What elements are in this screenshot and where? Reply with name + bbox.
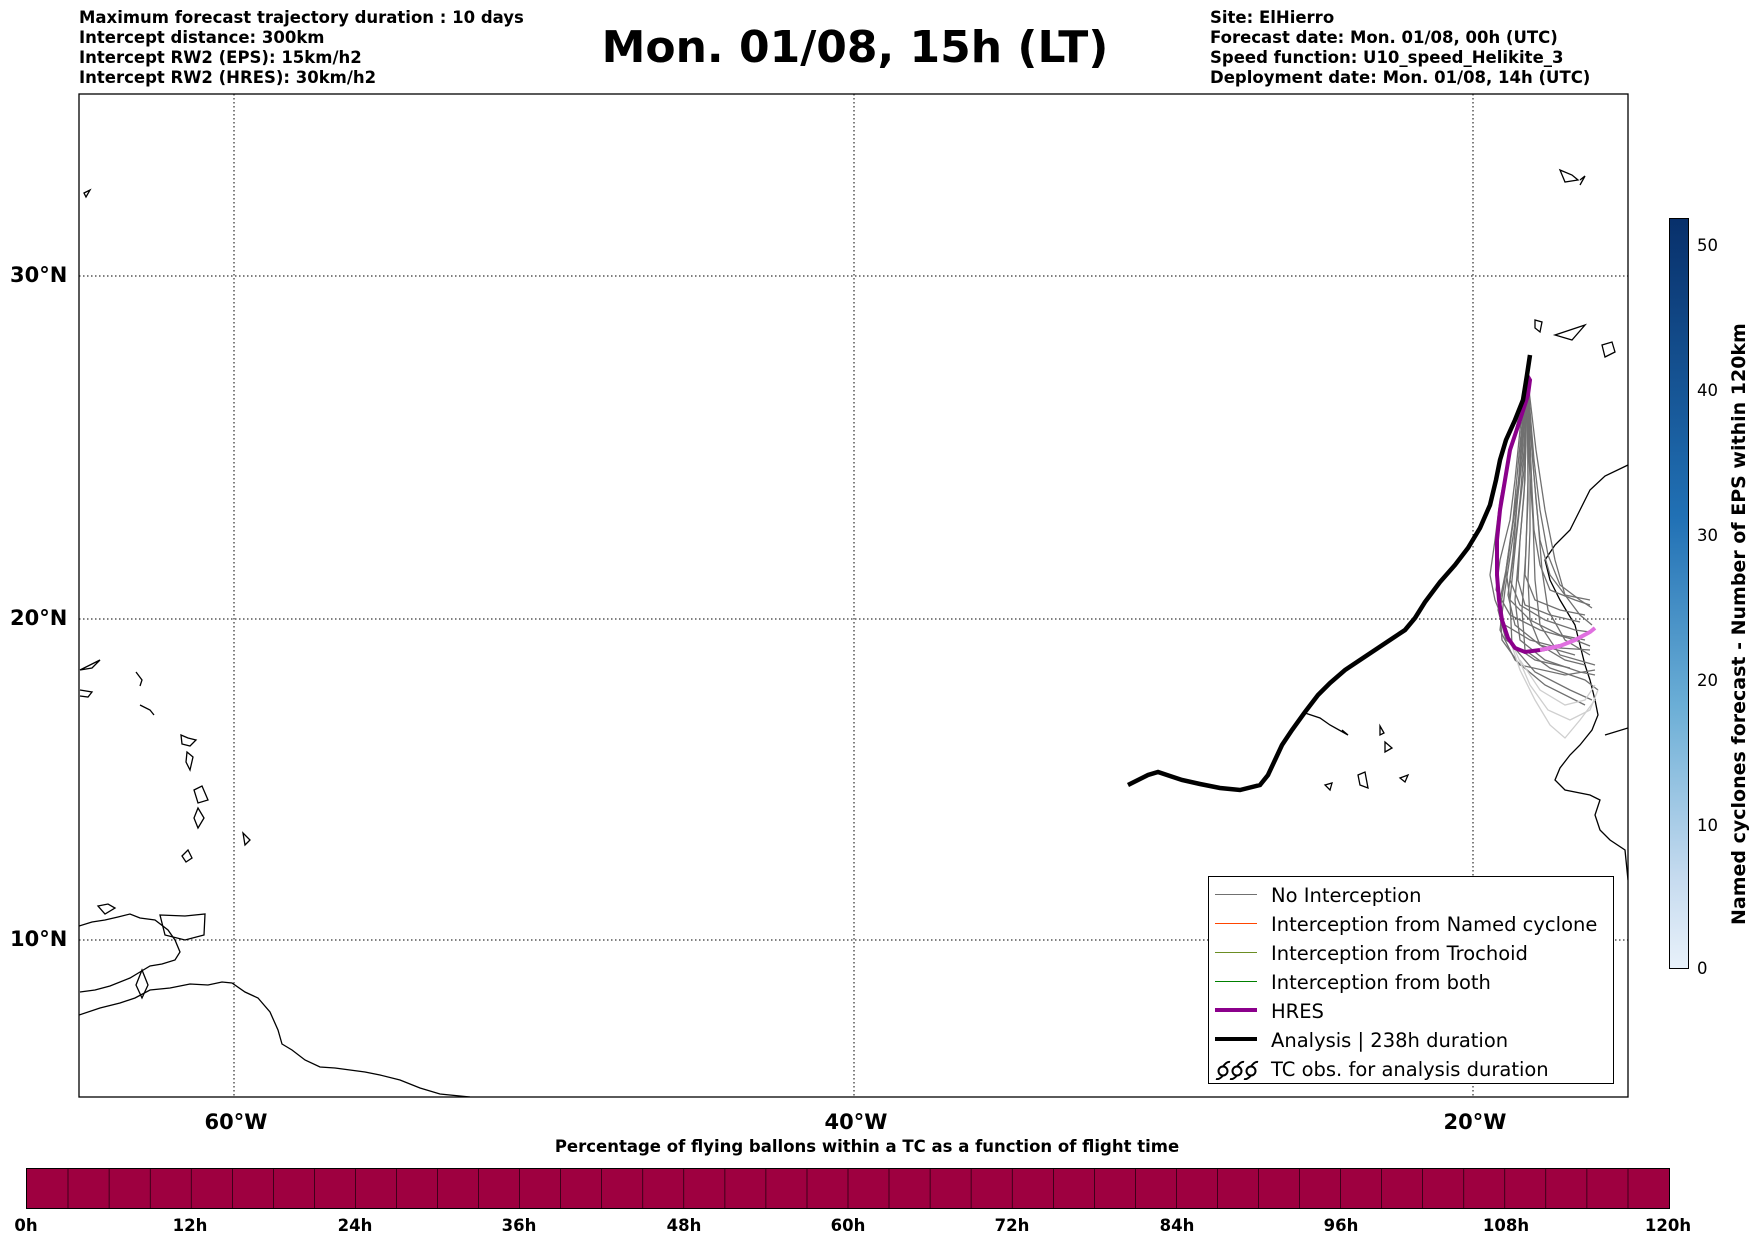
legend-item-named-cyclone: Interception from Named cyclone [1209, 910, 1613, 938]
legend-label: Interception from Named cyclone [1271, 913, 1598, 936]
info-deployment-date: Deployment date: Mon. 01/08, 14h (UTC) [1210, 68, 1591, 87]
vcolorbar-label: Named cyclones forecast - Number of EPS … [1728, 323, 1750, 925]
info-intercept-eps: Intercept RW2 (EPS): 15km/h2 [79, 48, 362, 67]
legend-swatch [1215, 981, 1257, 982]
colorbar-tick: 120h [1644, 1216, 1692, 1235]
lat-label-10n: 10°N [10, 927, 68, 951]
colorbar-tick: 60h [830, 1216, 866, 1235]
colorbar-tick: 96h [1323, 1216, 1359, 1235]
info-forecast-date: Forecast date: Mon. 01/08, 00h (UTC) [1210, 28, 1558, 47]
map-legend: No Interception Interception from Named … [1208, 876, 1614, 1084]
page-title: Mon. 01/08, 15h (LT) [601, 22, 1109, 73]
colorbar-tick: 48h [666, 1216, 702, 1235]
legend-item-tc-obs: TC obs. for analysis duration [1209, 1055, 1613, 1083]
legend-item-trochoid: Interception from Trochoid [1209, 939, 1613, 967]
legend-label: Interception from both [1271, 971, 1491, 994]
colorbar-tick: 24h [337, 1216, 373, 1235]
legend-item-no-interception: No Interception [1209, 881, 1613, 909]
lat-label-30n: 30°N [10, 263, 68, 287]
hres-trajectory [1495, 373, 1561, 655]
info-intercept-hres: Intercept RW2 (HRES): 30km/h2 [79, 68, 377, 87]
legend-swatch [1215, 952, 1257, 953]
legend-label: Analysis | 238h duration [1271, 1029, 1509, 1052]
colorbar-tick: 84h [1159, 1216, 1195, 1235]
colorbar-tick: 0h [14, 1216, 38, 1235]
legend-label: HRES [1271, 1000, 1324, 1023]
vcolorbar-tick: 0 [1697, 959, 1708, 978]
info-max-duration: Maximum forecast trajectory duration : 1… [79, 8, 524, 27]
coastlines [79, 168, 1628, 1097]
graticule [79, 94, 1628, 1097]
colorbar-title: Percentage of flying ballons within a TC… [554, 1137, 1180, 1156]
legend-swatch [1215, 1008, 1257, 1012]
colorbar-tick: 12h [172, 1216, 208, 1235]
vcolorbar-tick: 40 [1697, 381, 1718, 400]
colorbar-tick: 72h [994, 1216, 1030, 1235]
info-intercept-distance: Intercept distance: 300km [79, 28, 325, 47]
legend-swatch [1215, 894, 1257, 895]
info-site: Site: ElHierro [1210, 8, 1335, 27]
flight-time-colorbar [26, 1168, 1670, 1209]
lon-label-20w: 20°W [1443, 1110, 1507, 1134]
header-info-left: Maximum forecast trajectory duration : 1… [79, 8, 524, 88]
info-speed-function: Speed function: U10_speed_Helikite_3 [1210, 48, 1564, 67]
vcolorbar-tick: 50 [1697, 236, 1718, 255]
vcolorbar-tick: 20 [1697, 671, 1718, 690]
header-info-right: Site: ElHierro Forecast date: Mon. 01/08… [1210, 8, 1590, 88]
legend-item-both: Interception from both [1209, 968, 1613, 996]
legend-swatch [1215, 923, 1257, 924]
lon-label-40w: 40°W [824, 1110, 888, 1134]
legend-swatch [1215, 1037, 1257, 1041]
cyclone-symbol-icon [1215, 1060, 1259, 1080]
colorbar-fill [27, 1169, 1669, 1208]
legend-item-analysis: Analysis | 238h duration [1209, 1026, 1613, 1054]
lat-label-20n: 20°N [10, 606, 68, 630]
hres-trajectory-end [1539, 626, 1597, 652]
lon-label-60w: 60°W [204, 1110, 268, 1134]
legend-label: No Interception [1271, 884, 1422, 907]
vcolorbar-tick: 10 [1697, 816, 1718, 835]
eps-trajectories-late [1509, 639, 1599, 739]
colorbar-tick: 108h [1482, 1216, 1530, 1235]
legend-item-hres: HRES [1209, 997, 1613, 1025]
vcolorbar-tick: 30 [1697, 526, 1718, 545]
analysis-trajectory [1126, 354, 1533, 793]
eps-count-colorbar [1669, 218, 1689, 969]
legend-label: Interception from Trochoid [1271, 942, 1528, 965]
legend-label: TC obs. for analysis duration [1271, 1058, 1549, 1081]
colorbar-tick: 36h [501, 1216, 537, 1235]
